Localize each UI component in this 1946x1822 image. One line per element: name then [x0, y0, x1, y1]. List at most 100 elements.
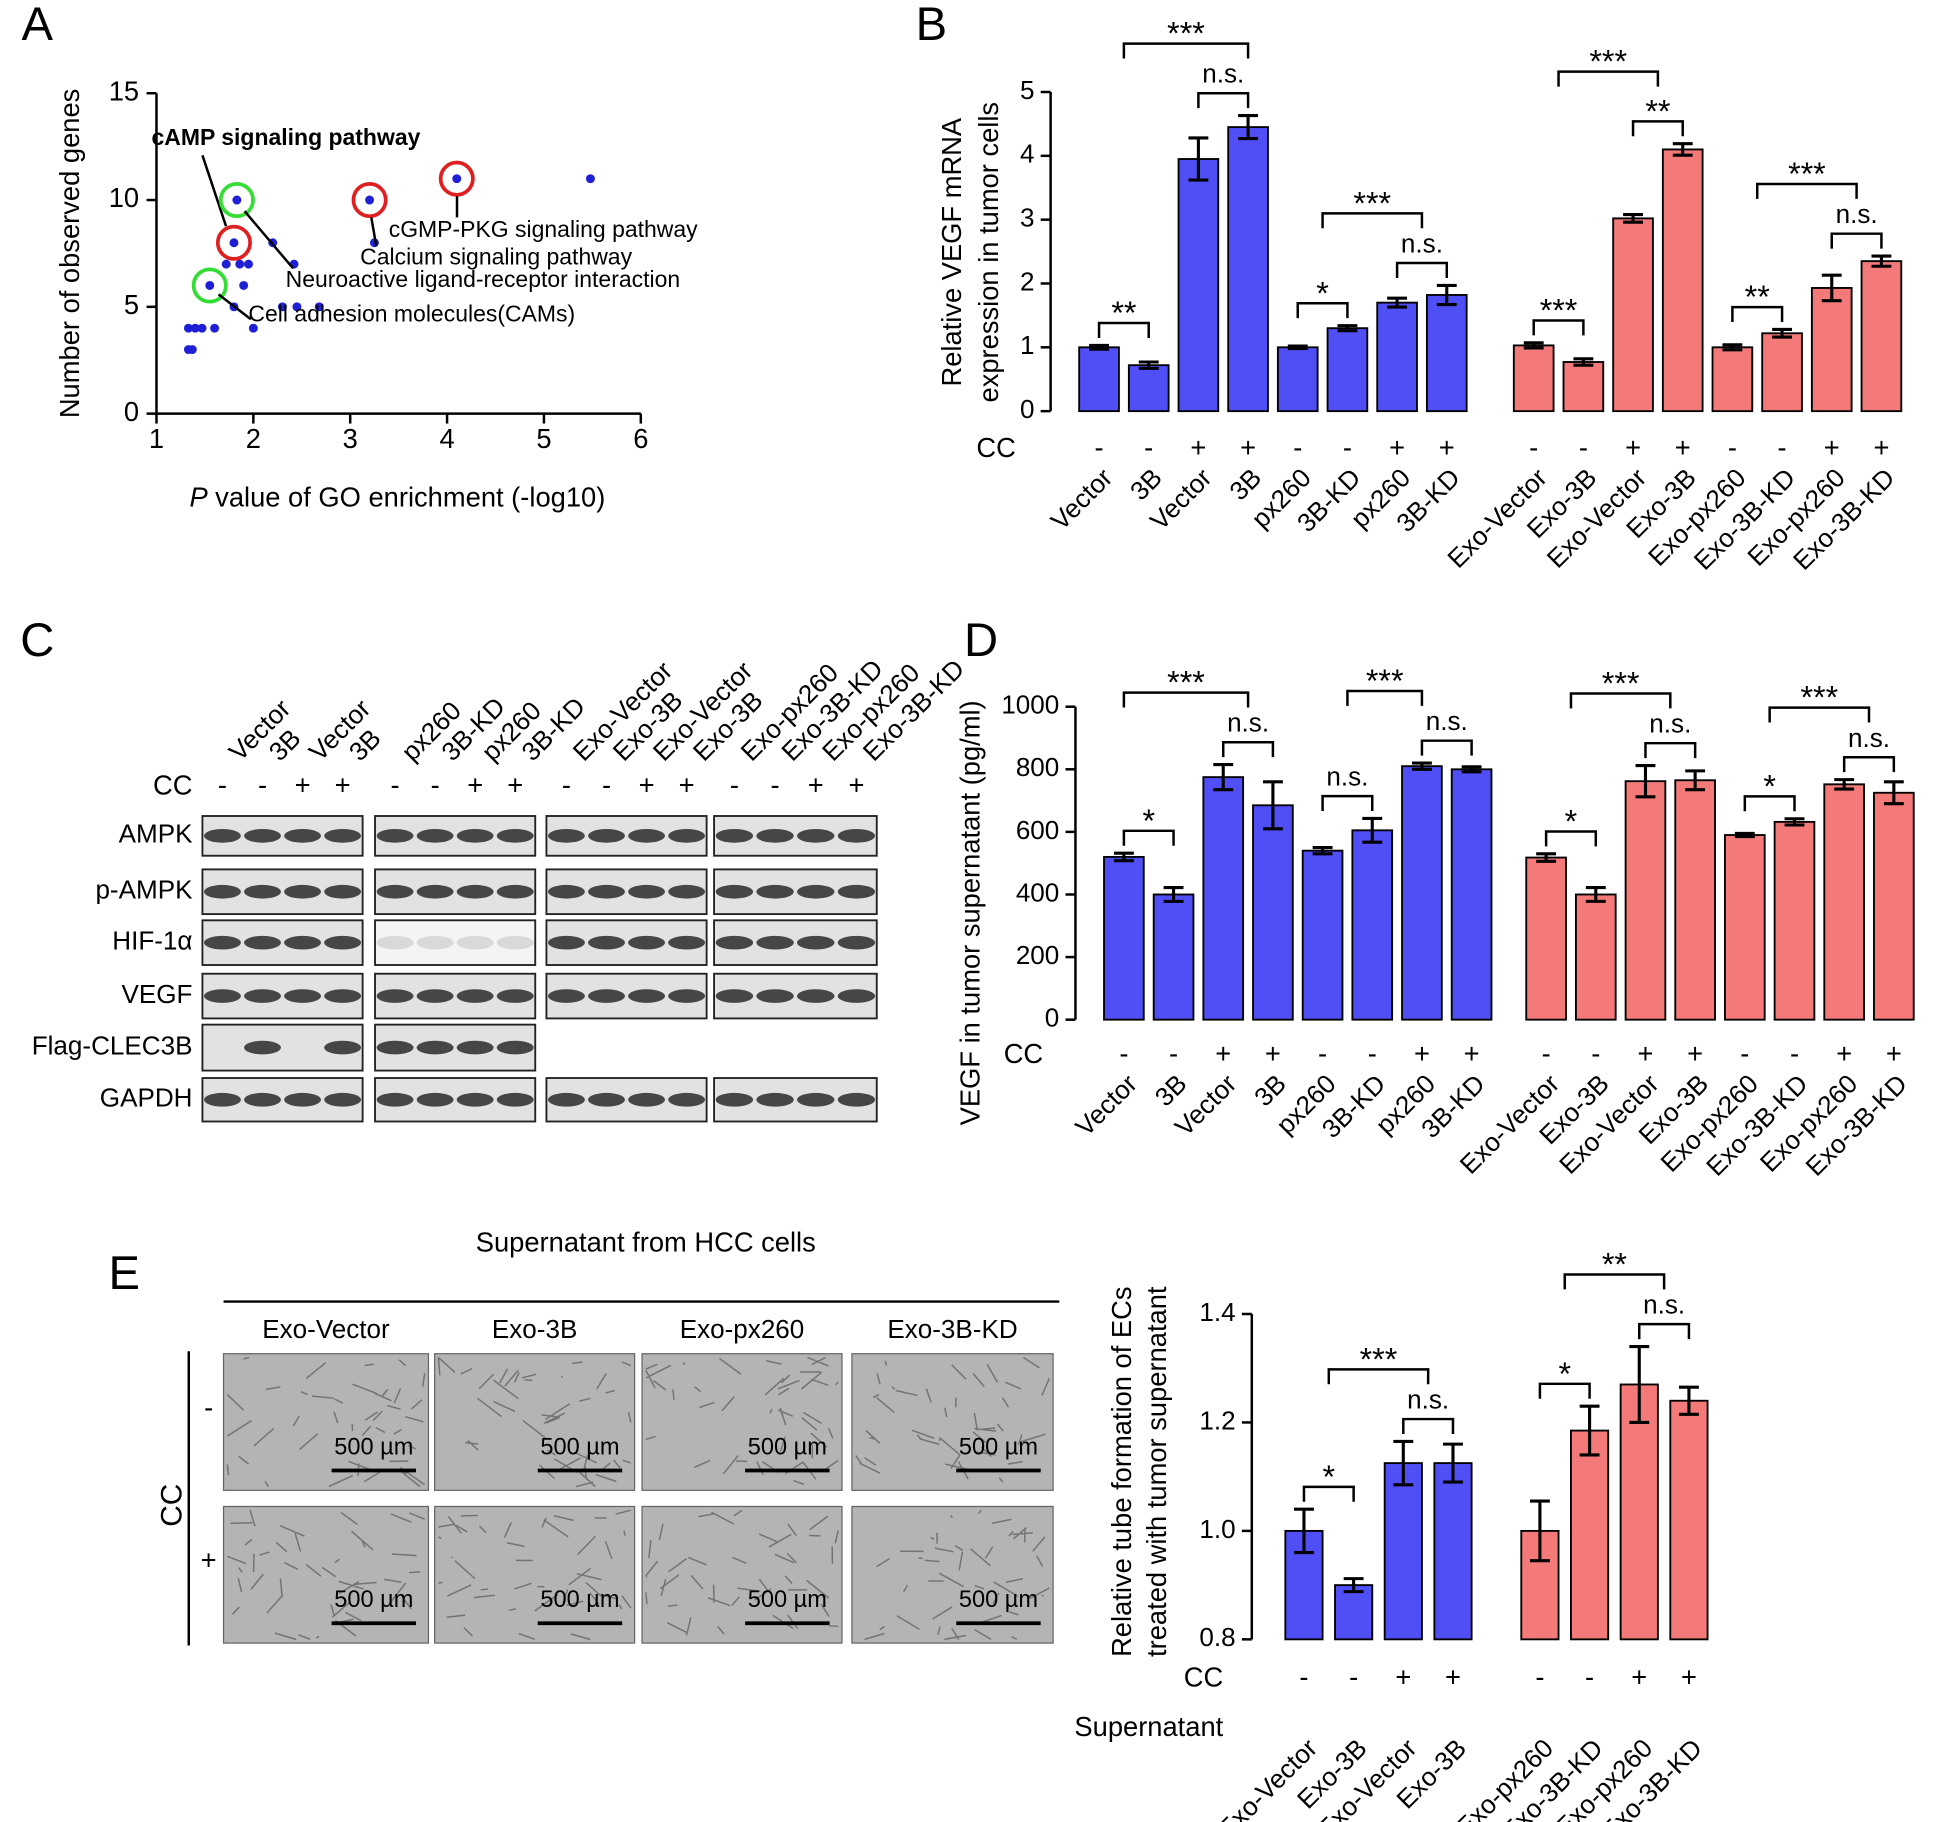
bar	[1152, 893, 1195, 1021]
cc-sign: -	[1119, 1038, 1128, 1069]
blot-band	[284, 829, 321, 843]
blot-band	[456, 829, 494, 843]
bar	[1724, 834, 1766, 1021]
bar	[1624, 780, 1667, 1021]
error-bar	[1393, 1439, 1414, 1487]
significance-label: **	[1111, 295, 1137, 331]
error-bar	[1163, 886, 1184, 903]
bar	[1078, 346, 1120, 413]
blot-band	[548, 1092, 585, 1107]
significance-bracket	[1097, 321, 1150, 338]
blot-band	[244, 829, 281, 843]
error-bar	[1629, 1344, 1650, 1424]
protein-label: Flag-CLEC3B	[32, 1030, 193, 1060]
cc-sign: -	[1585, 1661, 1594, 1692]
bar	[1574, 893, 1617, 1021]
blot-band	[715, 989, 754, 1003]
blot-band	[376, 989, 414, 1003]
scale-bar-label: 500 µm	[748, 1433, 827, 1459]
significance-label: ***	[1589, 44, 1627, 80]
point	[244, 259, 253, 269]
leader-line	[217, 293, 252, 321]
bar	[1860, 260, 1903, 413]
bar	[1425, 294, 1468, 413]
cc-sign: -	[1790, 1038, 1799, 1069]
panel-letter: B	[916, 0, 947, 51]
protein-label: AMPK	[119, 819, 193, 849]
significance-bracket	[1321, 212, 1424, 229]
cc-sign: -	[258, 770, 267, 801]
blot-band	[797, 829, 835, 843]
error-bar	[1523, 341, 1544, 350]
cc-sign: +	[1265, 1038, 1281, 1069]
point	[183, 323, 193, 333]
highlight-circle	[215, 224, 252, 261]
cc-sign: +	[1625, 432, 1641, 463]
cc-sign: +	[1190, 432, 1206, 463]
highlight-circle	[191, 267, 228, 304]
significance-bracket	[1346, 689, 1424, 706]
bar	[1562, 361, 1605, 413]
significance-label: ***	[1788, 156, 1826, 192]
cc-sign: -	[1299, 1661, 1308, 1692]
cc-sign: +	[507, 770, 523, 801]
x-tick-label: 1	[149, 423, 164, 454]
error-bar	[1294, 1507, 1314, 1555]
blot-band	[284, 935, 321, 950]
blot-band	[456, 884, 494, 899]
blot-band	[496, 1040, 534, 1055]
blot-band	[668, 829, 706, 843]
blot-band	[588, 829, 625, 843]
blot-band	[456, 1092, 494, 1107]
error-bar	[1722, 343, 1743, 352]
leader-line	[243, 210, 295, 270]
cc-sign: +	[467, 770, 483, 801]
significance-label: n.s.	[1407, 1385, 1449, 1415]
y-tick-label: 10	[109, 182, 139, 213]
scale-bar-label: 500 µm	[540, 1433, 619, 1459]
error-bar	[1871, 254, 1892, 268]
significance-label: n.s.	[1426, 706, 1468, 736]
significance-label: **	[1745, 279, 1771, 315]
cc-sign: -	[1293, 432, 1302, 463]
cc-sign: -	[562, 770, 571, 801]
significance-label: n.s.	[1227, 708, 1269, 738]
blot-band	[244, 884, 281, 899]
cc-sign: +	[1414, 1038, 1430, 1069]
blot-band	[416, 1092, 454, 1107]
x-axis-label-text: value of GO enrichment (-log10)	[215, 482, 605, 513]
bar	[1669, 1399, 1709, 1641]
error-bar	[1287, 344, 1308, 351]
protein-label: p-AMPK	[95, 875, 193, 905]
y-tick-label: 15	[109, 75, 139, 106]
error-bar	[1337, 324, 1358, 333]
tube-network	[645, 1356, 839, 1486]
column-label: Exo-3B	[492, 1314, 577, 1344]
significance-bracket	[1731, 305, 1784, 322]
significance-label: ***	[1800, 680, 1838, 716]
cc-sign: +	[1445, 1661, 1461, 1692]
significance-bracket	[1544, 830, 1598, 847]
blot-band	[797, 1092, 835, 1107]
point	[292, 302, 302, 312]
cc-sign: -	[1318, 1038, 1327, 1069]
bar	[1873, 791, 1915, 1021]
error-bar	[1188, 136, 1209, 182]
blot-band	[496, 1092, 534, 1107]
blot-band	[548, 935, 585, 950]
blot-band	[588, 935, 625, 950]
error-bar	[1536, 852, 1557, 863]
blot-band	[797, 935, 835, 950]
bar	[1227, 126, 1269, 413]
x-tick-label: 4	[439, 423, 454, 454]
blot-band	[284, 1092, 321, 1107]
bar	[1612, 217, 1654, 413]
significance-bracket	[1122, 42, 1250, 59]
blot-band	[416, 884, 454, 899]
blot-band	[756, 935, 794, 950]
significance-bracket	[1638, 1322, 1691, 1340]
significance-bracket	[1532, 319, 1585, 336]
point	[585, 174, 595, 184]
point	[365, 195, 375, 205]
